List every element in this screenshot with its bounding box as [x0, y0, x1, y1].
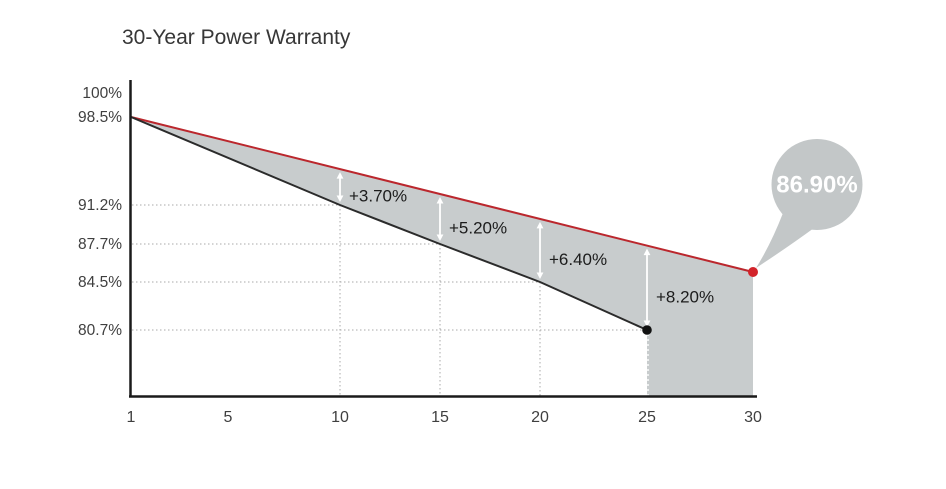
- black-end-dot: [642, 325, 652, 335]
- delta-annotation-label: +5.20%: [449, 218, 507, 237]
- x-axis-label: 15: [431, 409, 449, 426]
- delta-arrowhead-down: [436, 234, 444, 241]
- x-axis-label: 20: [531, 409, 549, 426]
- red-series-line: [130, 116, 754, 273]
- y-axis-label: 91.2%: [78, 197, 122, 214]
- delta-annotation-label: +6.40%: [549, 250, 607, 269]
- callout-label: 86.90%: [776, 171, 857, 198]
- delta-arrowhead-up: [643, 248, 651, 256]
- black-series-line: [130, 116, 648, 331]
- delta-annotation-label: +8.20%: [656, 287, 714, 306]
- y-axis-label: 100%: [82, 85, 122, 102]
- red-end-dot: [748, 267, 758, 277]
- x-axis-label: 1: [127, 409, 136, 426]
- delta-annotation-label: +3.70%: [349, 187, 407, 206]
- callout-bubble: [771, 139, 863, 230]
- x-axis-label: 25: [638, 409, 656, 426]
- delta-arrowhead-up: [536, 221, 544, 229]
- delta-arrowhead-up: [336, 172, 344, 179]
- y-axis-label: 87.7%: [78, 236, 122, 253]
- x-axis-label: 10: [331, 409, 349, 426]
- delta-arrowhead-down: [536, 272, 544, 279]
- y-axis-label: 80.7%: [78, 322, 122, 339]
- delta-arrowhead-down: [336, 195, 344, 202]
- x-axis-label: 5: [224, 409, 233, 426]
- x-axis-label: 30: [744, 409, 762, 426]
- y-axis-label: 98.5%: [78, 109, 122, 126]
- delta-arrowhead-down: [643, 320, 651, 327]
- chart-title: 30-Year Power Warranty: [122, 26, 351, 49]
- callout-tail: [756, 213, 814, 268]
- gray-fill-area: [131, 117, 753, 396]
- delta-arrowhead-up: [436, 197, 444, 204]
- y-axis-label: 84.5%: [78, 274, 122, 291]
